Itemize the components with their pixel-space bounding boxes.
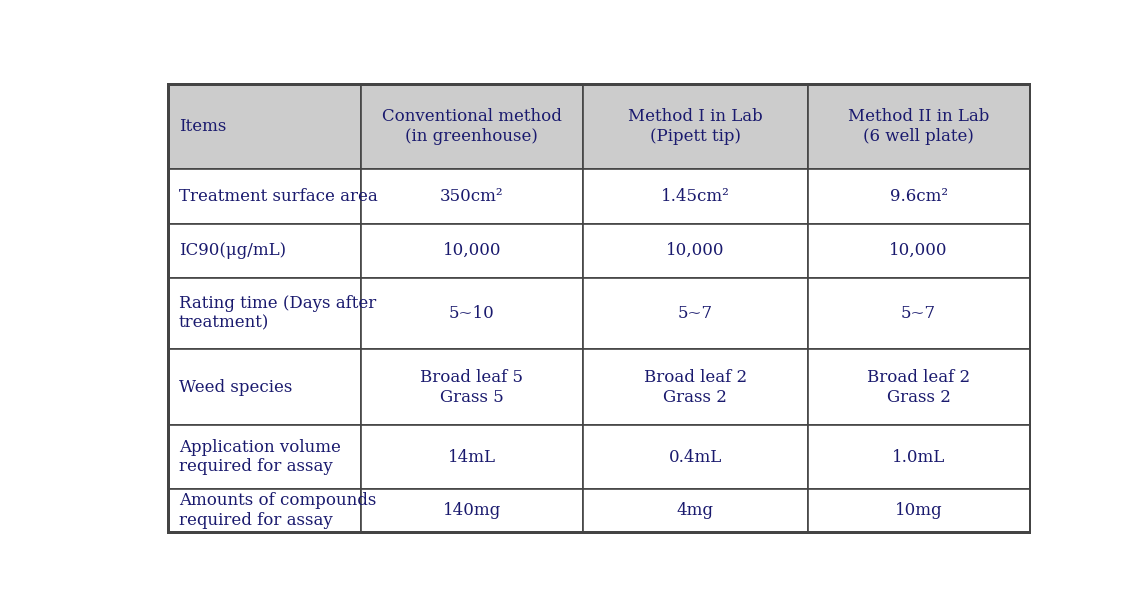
- Bar: [361, 83, 583, 169]
- Bar: [583, 224, 808, 278]
- Text: Method I in Lab
(Pipett tip): Method I in Lab (Pipett tip): [628, 108, 762, 145]
- Text: Items: Items: [179, 118, 226, 135]
- Text: Broad leaf 2
Grass 2: Broad leaf 2 Grass 2: [868, 369, 971, 406]
- Bar: [361, 169, 583, 224]
- Text: Method II in Lab
(6 well plate): Method II in Lab (6 well plate): [848, 108, 989, 145]
- Text: 0.4mL: 0.4mL: [668, 449, 722, 466]
- Bar: [168, 278, 361, 349]
- Bar: [583, 278, 808, 349]
- Text: Weed species: Weed species: [179, 379, 292, 396]
- Text: 1.0mL: 1.0mL: [892, 449, 945, 466]
- Text: 10,000: 10,000: [889, 242, 948, 259]
- Bar: [361, 425, 583, 489]
- Text: Rating time (Days after
treatment): Rating time (Days after treatment): [179, 295, 376, 332]
- Bar: [361, 489, 583, 532]
- Text: Conventional method
(in greenhouse): Conventional method (in greenhouse): [382, 108, 562, 145]
- Text: 350cm²: 350cm²: [440, 188, 503, 205]
- Text: Treatment surface area: Treatment surface area: [179, 188, 377, 205]
- Bar: [168, 83, 361, 169]
- Text: Broad leaf 2
Grass 2: Broad leaf 2 Grass 2: [644, 369, 747, 406]
- Text: 10,000: 10,000: [666, 242, 724, 259]
- Bar: [808, 489, 1029, 532]
- Bar: [361, 224, 583, 278]
- Bar: [808, 278, 1029, 349]
- Text: 9.6cm²: 9.6cm²: [889, 188, 948, 205]
- Bar: [168, 349, 361, 425]
- Text: 10,000: 10,000: [442, 242, 501, 259]
- Bar: [808, 169, 1029, 224]
- Bar: [583, 425, 808, 489]
- Bar: [808, 425, 1029, 489]
- Text: 140mg: 140mg: [442, 502, 501, 519]
- Text: IC90(μg/mL): IC90(μg/mL): [179, 242, 285, 259]
- Text: Application volume
required for assay: Application volume required for assay: [179, 439, 340, 475]
- Bar: [583, 489, 808, 532]
- Bar: [361, 349, 583, 425]
- Bar: [168, 224, 361, 278]
- Bar: [583, 349, 808, 425]
- Bar: [583, 169, 808, 224]
- Text: 4mg: 4mg: [677, 502, 714, 519]
- Text: Broad leaf 5
Grass 5: Broad leaf 5 Grass 5: [421, 369, 524, 406]
- Text: 5~7: 5~7: [901, 305, 936, 322]
- Bar: [168, 425, 361, 489]
- Text: 14mL: 14mL: [448, 449, 496, 466]
- Bar: [361, 278, 583, 349]
- Text: 5~7: 5~7: [677, 305, 713, 322]
- Text: 5~10: 5~10: [449, 305, 495, 322]
- Bar: [168, 169, 361, 224]
- Text: 10mg: 10mg: [895, 502, 942, 519]
- Text: Amounts of compounds
required for assay: Amounts of compounds required for assay: [179, 492, 376, 529]
- Bar: [808, 349, 1029, 425]
- Text: 1.45cm²: 1.45cm²: [661, 188, 730, 205]
- Bar: [168, 489, 361, 532]
- Bar: [808, 224, 1029, 278]
- Bar: [583, 83, 808, 169]
- Bar: [808, 83, 1029, 169]
